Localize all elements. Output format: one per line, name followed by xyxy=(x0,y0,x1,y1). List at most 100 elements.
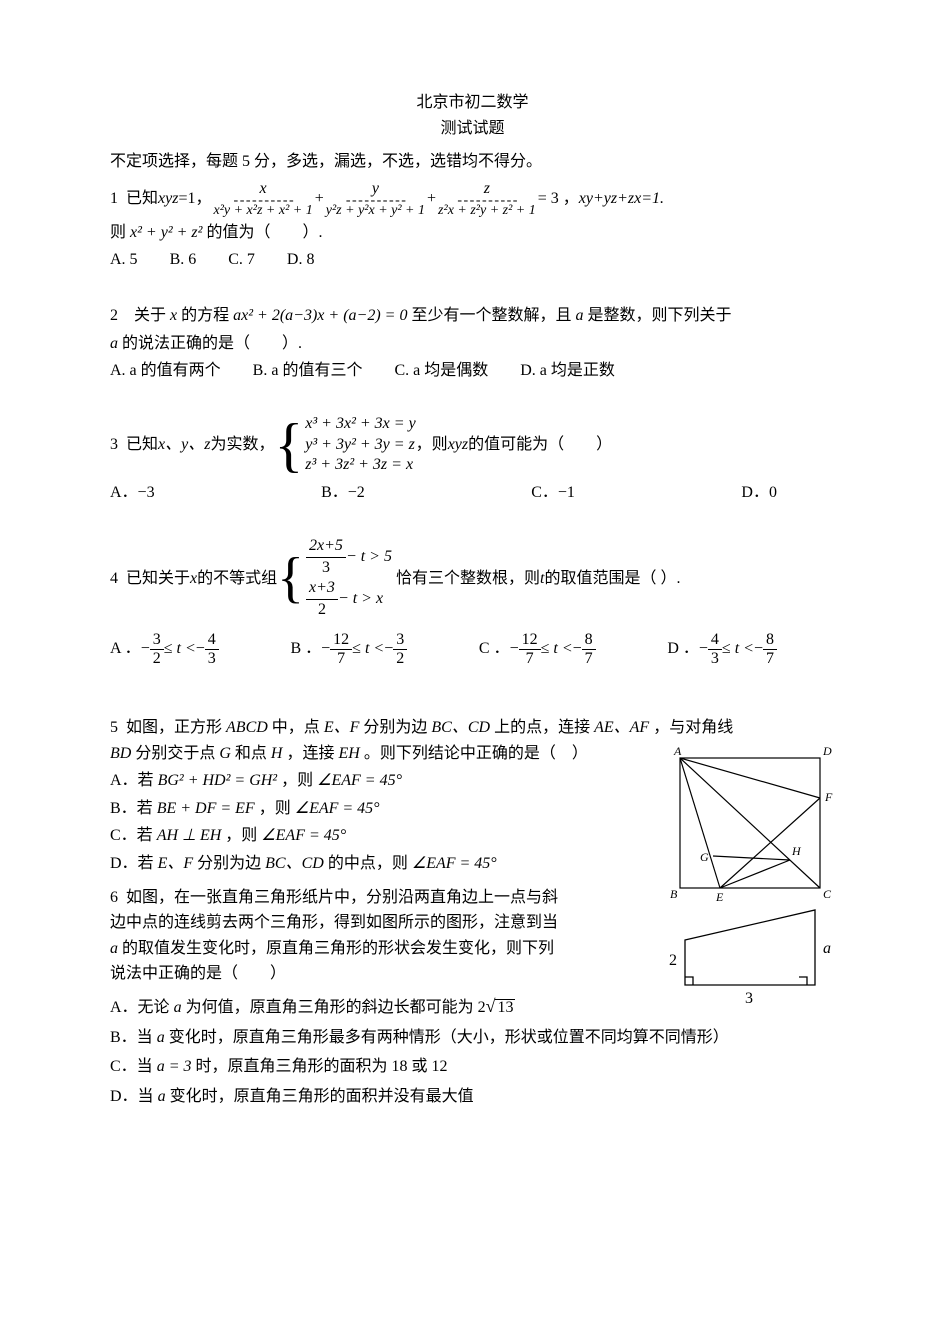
t: 的取值范围是（ ）. xyxy=(544,566,680,592)
mid: ≤ t < xyxy=(352,636,384,662)
t: A．若 xyxy=(110,772,158,789)
t: 变化时，原直角三角形最多有两种情形（大小，形状或位置不同均算不同情形） xyxy=(169,1029,729,1046)
pre: 2 xyxy=(478,999,486,1016)
doc-title: 北京市初二数学 xyxy=(110,90,835,116)
q1-frac3: z - - - - - - - - - - z²x + z²y + z² + 1 xyxy=(438,181,536,218)
q1-opt-b: B. 6 xyxy=(170,251,197,268)
doc-subtitle: 测试试题 xyxy=(110,116,835,142)
eq: BG² + HD² = GH² xyxy=(158,772,278,789)
q1-frac1-den: x²y + x²z + x² + 1 xyxy=(213,204,312,218)
q1-ask: 的值为（ ）. xyxy=(206,224,322,241)
t: 已知关于 xyxy=(126,566,190,592)
t: 变化时，原直角三角形的面积并没有最大值 xyxy=(170,1088,474,1105)
bccd: BC、CD xyxy=(431,719,490,736)
vars: x、y、z xyxy=(158,432,210,458)
q1-frac2-den: y²z + y²x + y² + 1 xyxy=(326,204,425,218)
eh: EH xyxy=(339,745,360,762)
ang: ∠EAF = 45° xyxy=(317,772,402,789)
mid: ≤ t < xyxy=(164,636,196,662)
neg: − xyxy=(754,636,763,662)
xvar: x xyxy=(170,307,177,324)
q2-opt-b: B. a 的值有三个 xyxy=(253,362,363,379)
q3-opt-a: A．−3 xyxy=(110,480,155,506)
q1-opt-d: D. 8 xyxy=(287,251,315,268)
pre: C ． xyxy=(479,636,510,662)
lblA: A xyxy=(673,744,682,758)
t: 中，点 xyxy=(272,719,324,736)
d: 3 xyxy=(306,558,346,579)
d: 3 xyxy=(205,650,219,668)
d: 7 xyxy=(519,650,541,668)
t: 。则下列结论中正确的是（ ） xyxy=(364,745,588,762)
rad: 13 xyxy=(495,999,515,1016)
t: 的方程 xyxy=(181,307,233,324)
t: ，则 xyxy=(281,772,317,789)
n: 4 xyxy=(205,631,219,650)
n: 12 xyxy=(330,631,352,650)
q3-opt-b: B．−2 xyxy=(321,480,365,506)
t: 的值可能为（ ） xyxy=(468,432,612,458)
neg: − xyxy=(384,636,393,662)
tail: − t > 5 xyxy=(346,547,392,568)
sys2: y³ + 3y² + 3y = z xyxy=(305,435,415,456)
lblD: D xyxy=(822,744,832,758)
t: 为实数， xyxy=(210,432,274,458)
avar: a xyxy=(110,940,118,957)
q3-num: 3 xyxy=(110,432,118,458)
xyz: xyz xyxy=(448,432,468,458)
q2-opt-d: D. a 均是正数 xyxy=(520,362,615,379)
g: G xyxy=(219,745,231,762)
avar: a xyxy=(174,999,182,1016)
sys1: x³ + 3x² + 3x = y xyxy=(305,414,415,435)
d: 7 xyxy=(582,650,596,668)
lbl-bottom: 3 xyxy=(745,990,753,1007)
t: 已知 xyxy=(126,432,158,458)
q1-frac3-den: z²x + z²y + z² + 1 xyxy=(438,204,536,218)
q1-frac2: y - - - - - - - - - - y²z + y²x + y² + 1 xyxy=(326,181,425,218)
d: 2 xyxy=(393,650,407,668)
d: 3 xyxy=(708,650,722,668)
t: 的说法正确的是（ ）. xyxy=(122,335,302,352)
neg: − xyxy=(321,636,330,662)
ang: ∠EAF = 45° xyxy=(261,827,346,844)
lblF: F xyxy=(824,790,833,804)
t: 边中点的连线剪去两个三角形，得到如图所示的图形，注意到当 xyxy=(110,910,650,936)
q1-opt-c: C. 7 xyxy=(228,251,255,268)
pre: D ． xyxy=(667,636,699,662)
ang: ∠EAF = 45° xyxy=(412,855,497,872)
q3-opt-c: C．−1 xyxy=(531,480,575,506)
q1-xyz: xyz xyxy=(158,186,178,212)
ef: E、F xyxy=(158,855,194,872)
t: 如图，正方形 xyxy=(126,719,226,736)
t: A．无论 xyxy=(110,999,174,1016)
q6-figure: 2 3 a xyxy=(655,895,845,1015)
q1-then: 则 xyxy=(110,224,130,241)
n: 3 xyxy=(150,631,164,650)
pre: A ． xyxy=(110,636,141,662)
sys3: z³ + 3z² + 3z = x xyxy=(305,455,415,476)
eq: = 3 ， xyxy=(538,186,579,212)
n: 8 xyxy=(763,631,777,650)
q4-num: 4 xyxy=(110,566,118,592)
q3-opt-d: D．0 xyxy=(741,480,777,506)
question-4: 4 已知关于 x 的不等式组 { 2x+53 − t > 5 x+32 − t … xyxy=(110,536,835,667)
n: 2x+5 xyxy=(306,536,346,558)
lbl-left: 2 xyxy=(669,952,677,969)
q2-eqn: ax² + 2(a−3)x + (a−2) = 0 xyxy=(233,307,407,324)
neg: − xyxy=(699,636,708,662)
bccd: BC、CD xyxy=(265,855,324,872)
mid: ≤ t < xyxy=(541,636,573,662)
neg: − xyxy=(141,636,150,662)
t: 是整数，则下列关于 xyxy=(587,307,731,324)
q5-num: 5 xyxy=(110,719,118,736)
n: 3 xyxy=(393,631,407,650)
q4-opt-b: B ． − 127 ≤ t < − 32 xyxy=(290,631,407,667)
neg: − xyxy=(196,636,205,662)
question-1: 1 已知 xyz =1， x - - - - - - - - - - x²y +… xyxy=(110,181,835,273)
q1-cond3: xy+yz+zx=1. xyxy=(579,186,664,212)
ef: E、F xyxy=(324,719,360,736)
q1-lead: 已知 xyxy=(126,186,158,212)
t: B．若 xyxy=(110,800,157,817)
t: 为何值，原直角三角形的斜边长都可能为 xyxy=(186,999,478,1016)
question-5: 5 如图，正方形 ABCD 中，点 E、F 分别为边 BC、CD 上的点，连接 … xyxy=(110,715,835,877)
